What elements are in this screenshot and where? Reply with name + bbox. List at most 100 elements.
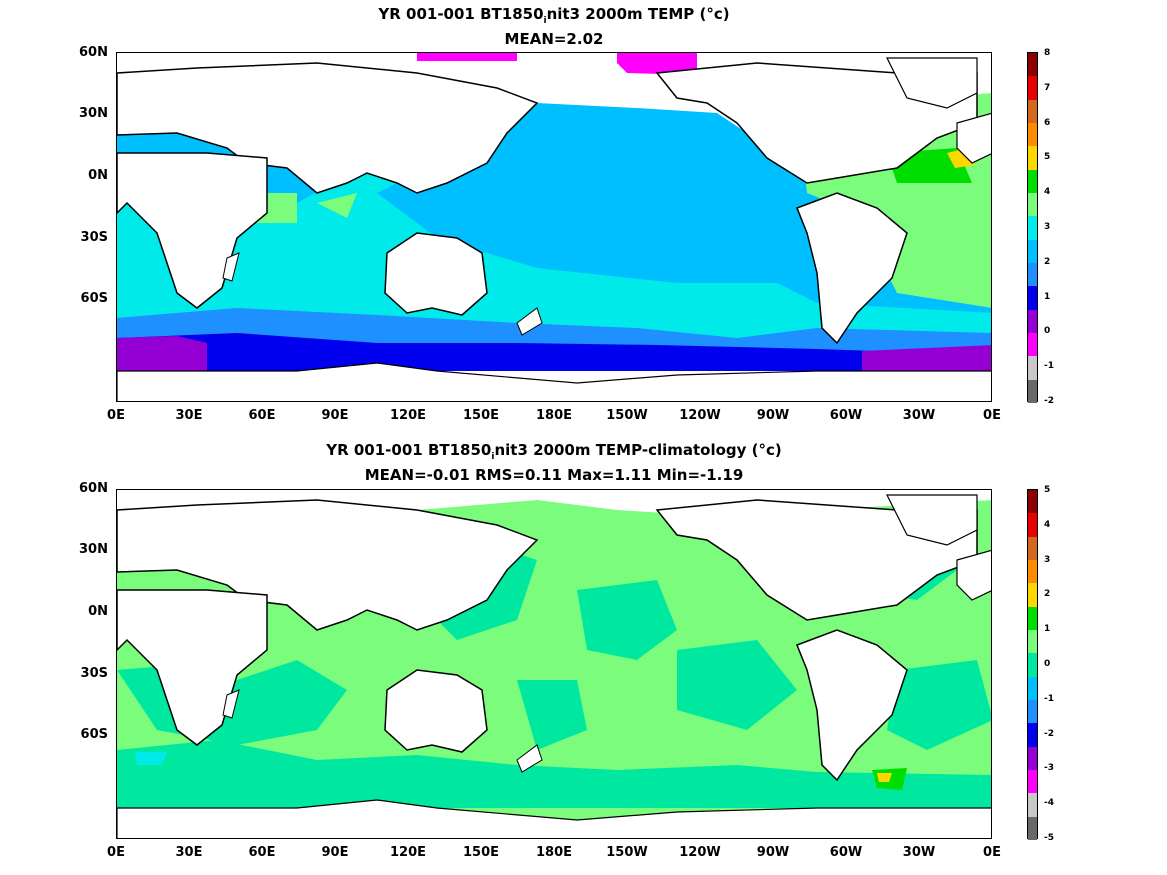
panel1-colorbar [1027,52,1038,403]
lat-label: 60S [80,727,108,742]
lon-label: 90W [756,408,790,423]
continent-greenland [886,57,978,109]
lon-label: 150E [462,408,500,423]
lon-label: 150W [606,845,648,860]
lon-label: 90W [756,845,790,860]
lon-label: 150W [606,408,648,423]
continent-south-america [796,192,908,345]
colorbar-label: 5 [1044,152,1051,163]
colorbar-swatch [1028,746,1037,770]
colorbar-label: -2 [1044,396,1054,406]
lon-label: 0E [983,845,1001,860]
lat-label: 60N [79,481,108,496]
colorbar-label: 2 [1044,256,1051,267]
lon-label: 30E [175,845,203,860]
continent-europe-west [956,112,991,164]
colorbar-label: -1 [1044,361,1054,372]
colorbar-swatch [1028,699,1037,724]
island-newzealand [516,307,543,336]
lon-label: 90E [321,845,349,860]
colorbar-label: -3 [1044,763,1054,774]
colorbar-swatch [1028,53,1037,77]
colorbar-swatch [1028,99,1037,123]
colorbar-swatch [1028,559,1037,584]
colorbar-label: -5 [1044,833,1054,843]
colorbar-swatch [1028,356,1037,380]
colorbar-swatch [1028,490,1037,514]
colorbar-swatch [1028,583,1037,607]
colorbar-swatch [1028,676,1037,700]
colorbar-swatch [1028,536,1037,560]
panel2-colorbar [1027,489,1038,840]
colorbar-swatch [1028,816,1037,840]
colorbar-swatch [1028,769,1037,794]
colorbar-swatch [1028,332,1037,357]
lon-label: 120E [389,845,427,860]
lon-label: 120W [679,845,721,860]
colorbar-label: 3 [1044,554,1051,565]
lon-label: 120W [679,408,721,423]
lat-label: 0N [88,168,108,183]
colorbar-swatch [1028,286,1037,310]
colorbar-label: 1 [1044,624,1051,635]
colorbar-label: 3 [1044,222,1051,232]
colorbar-swatch [1028,239,1037,263]
lon-label: 60W [829,845,863,860]
colorbar-swatch [1028,146,1037,170]
lon-label: 30E [175,408,203,423]
lon-label: 30W [902,845,936,860]
lat-label: 30N [79,106,108,121]
panel2-map [116,489,992,839]
lon-label: 60E [248,845,276,860]
colorbar-swatch [1028,262,1037,287]
lon-label: 180E [535,845,573,860]
colorbar-label: 0 [1044,326,1051,337]
colorbar-swatch [1028,629,1037,654]
lon-label: 0E [107,408,125,423]
colorbar-label: -4 [1044,798,1054,809]
lon-label: 180E [535,408,573,423]
colorbar-label: 8 [1044,48,1051,58]
colorbar-swatch [1028,169,1037,193]
colorbar-swatch [1028,309,1037,333]
continent-antarctica [117,362,991,401]
colorbar-swatch [1028,76,1037,100]
continent-africa [117,152,268,309]
colorbar-swatch [1028,379,1037,403]
continent-eurasia [117,62,539,194]
panel2-stats: MEAN=-0.01 RMS=0.11 Max=1.11 Min=-1.19 [364,466,744,484]
colorbar-label: 5 [1044,485,1051,495]
lon-label: 0E [983,408,1001,423]
lat-label: 60S [80,291,108,306]
lon-label: 90E [321,408,349,423]
colorbar-swatch [1028,606,1037,630]
colorbar-swatch [1028,513,1037,537]
lon-label: 60W [829,408,863,423]
colorbar-label: 1 [1044,291,1051,302]
colorbar-label: -2 [1044,728,1054,739]
lat-label: 30S [80,230,108,245]
lat-label: 30S [80,666,108,681]
continent-australia [384,232,488,316]
colorbar-swatch [1028,192,1037,217]
colorbar-label: 4 [1044,519,1051,530]
lon-label: 60E [248,408,276,423]
panel1-stats: MEAN=2.02 [504,30,604,48]
lat-label: 30N [79,542,108,557]
colorbar-swatch [1028,122,1037,147]
colorbar-label: 0 [1044,659,1051,669]
colorbar-swatch [1028,653,1037,677]
lon-label: 150E [462,845,500,860]
lon-label: 30W [902,408,936,423]
colorbar-swatch [1028,216,1037,240]
colorbar-swatch [1028,793,1037,817]
colorbar-label: 6 [1044,117,1051,128]
colorbar-label: 7 [1044,82,1051,93]
colorbar-label: -1 [1044,693,1054,704]
colorbar-swatch [1028,723,1037,747]
panel1-map [116,52,992,402]
panel1-title: YR 001-001 BT1850init3 2000m TEMP (°c) [378,5,730,26]
island-madagascar [222,252,240,282]
lon-label: 0E [107,845,125,860]
lat-label: 0N [88,604,108,619]
